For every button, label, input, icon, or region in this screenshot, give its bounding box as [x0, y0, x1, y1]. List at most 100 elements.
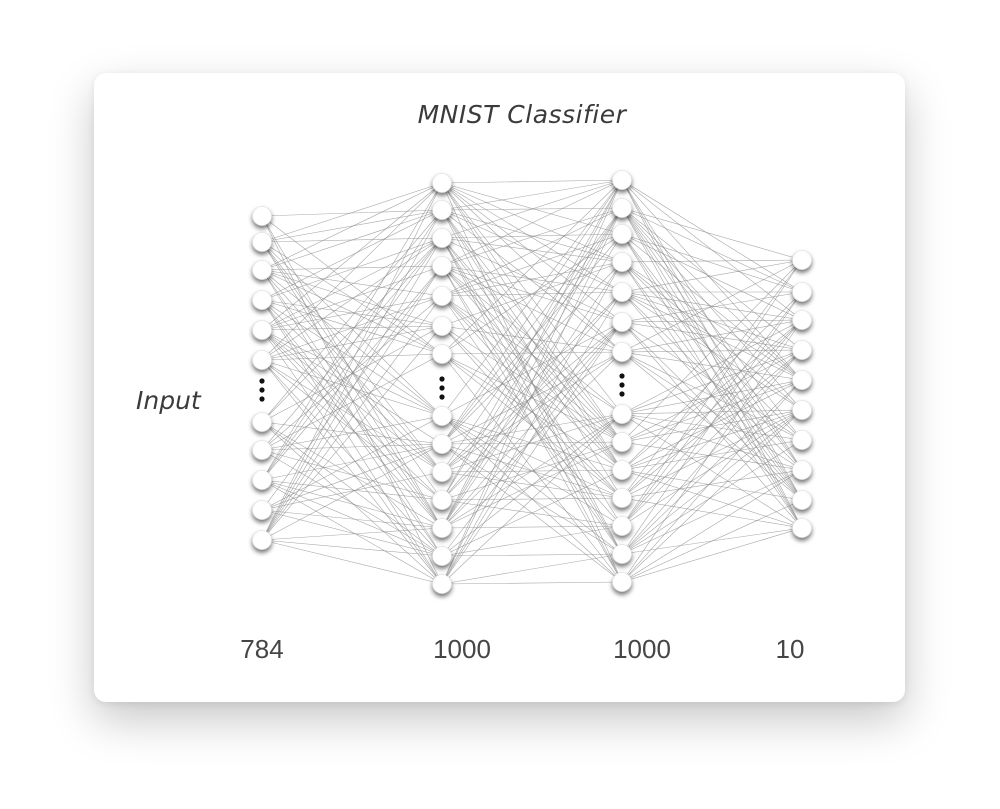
connection-line [621, 319, 803, 583]
connection-line [441, 351, 623, 529]
connection-line [261, 182, 443, 541]
layer-size-hidden-1: 1000 [433, 634, 491, 664]
neuron-node [432, 546, 452, 566]
connection-line [441, 179, 623, 529]
connection-line [621, 413, 803, 441]
connection-line [621, 469, 803, 529]
neuron-node [612, 488, 632, 508]
connection-line [621, 469, 803, 499]
connection-line [621, 379, 803, 415]
connection-line [261, 209, 443, 423]
connection-line [441, 261, 623, 585]
neuron-node [432, 228, 452, 248]
connection-line [261, 269, 443, 529]
connection-line [261, 241, 443, 417]
connection-line [261, 471, 443, 511]
connection-line [621, 409, 803, 415]
neuron-node [252, 440, 272, 460]
connection-line [441, 182, 623, 323]
connection-line [621, 259, 803, 499]
connection-line [261, 449, 443, 501]
connection-line [441, 525, 623, 557]
connection-line [261, 353, 443, 451]
neuron-node [252, 232, 272, 252]
neuron-node [792, 460, 812, 480]
neuron-node [252, 470, 272, 490]
connection-line [621, 379, 803, 443]
ellipsis-markers [259, 373, 625, 402]
connection-line [621, 319, 803, 323]
connection-line [261, 237, 443, 481]
connection-line [621, 351, 803, 381]
connection-line [261, 449, 443, 557]
connection-line [621, 349, 803, 555]
neuron-node [612, 432, 632, 452]
neuron-node [792, 310, 812, 330]
connection-line [621, 439, 803, 471]
connection-line [621, 291, 803, 555]
neuron-node [612, 312, 632, 332]
connection-line [621, 349, 803, 499]
connection-line [441, 182, 623, 293]
connection-line [441, 179, 623, 267]
connection-line [441, 233, 623, 529]
connection-line [621, 497, 803, 529]
connection-line [621, 259, 803, 527]
connection-line [441, 179, 623, 184]
connection-line [261, 329, 443, 529]
connection-line [441, 321, 623, 585]
connection-line [441, 179, 623, 417]
neuron-node [432, 316, 452, 336]
connection-line [441, 233, 623, 239]
neuron-node [252, 320, 272, 340]
neuron-node [252, 412, 272, 432]
connection-line [441, 321, 623, 473]
connection-line [621, 469, 803, 583]
connection-line [621, 291, 803, 471]
connection-line [261, 299, 443, 585]
connection-line [441, 413, 623, 585]
connection-line [621, 179, 803, 471]
connection-line [261, 237, 443, 331]
connection-line [441, 413, 623, 529]
neuron-node [252, 206, 272, 226]
neuron-node [432, 173, 452, 193]
connection-line [261, 353, 443, 361]
neuron-node [432, 518, 452, 538]
neuron-node [612, 404, 632, 424]
connection-line [261, 209, 443, 243]
connection-line [261, 539, 443, 585]
connection-line [621, 409, 803, 499]
neuron-node [792, 490, 812, 510]
connection-line [621, 409, 803, 443]
neuron-node [252, 260, 272, 280]
connection-lines [261, 179, 803, 585]
connection-line [261, 359, 443, 585]
connection-line [261, 215, 443, 585]
connection-line [621, 291, 803, 323]
connection-line [261, 182, 443, 271]
layer-size-output: 10 [775, 634, 805, 664]
connection-line [621, 233, 803, 293]
neuron-node [432, 344, 452, 364]
connection-line [261, 265, 443, 331]
connection-line [441, 353, 623, 583]
connection-line [261, 295, 443, 541]
connection-line [621, 207, 803, 261]
connection-line [261, 209, 443, 481]
connection-line [261, 443, 443, 541]
connection-line [441, 351, 623, 445]
connection-line [441, 182, 623, 415]
connection-line [261, 265, 443, 481]
connection-line [261, 209, 443, 271]
connection-line [261, 359, 443, 473]
neuron-node [432, 434, 452, 454]
connection-line [441, 265, 623, 583]
neuron-node [792, 430, 812, 450]
connection-line [261, 359, 443, 557]
connection-line [441, 207, 623, 297]
neuron-node [612, 572, 632, 592]
connection-line [261, 265, 443, 541]
connection-line [261, 325, 443, 423]
connection-line [261, 215, 443, 355]
